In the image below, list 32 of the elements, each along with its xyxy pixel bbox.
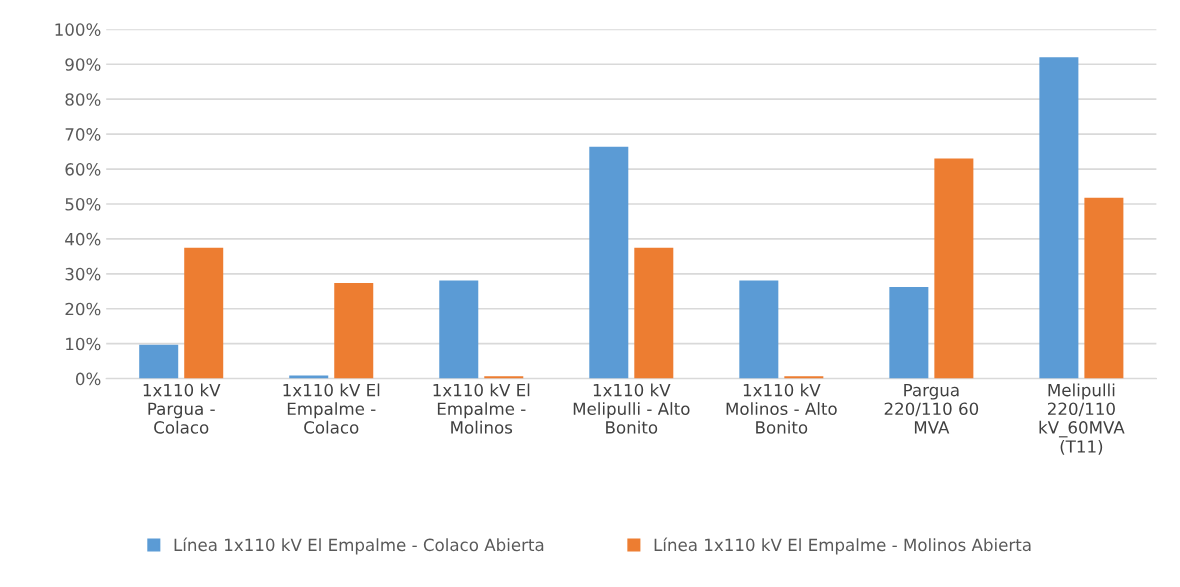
x-tick-label: 1x110 kV Pargua - Colaco bbox=[143, 383, 221, 434]
bar bbox=[739, 280, 779, 379]
bar bbox=[439, 280, 479, 379]
bar bbox=[184, 247, 224, 379]
y-tick-label: 10% bbox=[66, 337, 101, 351]
x-tick-label: 1x110 kV Melipulli - Alto Bonito bbox=[573, 383, 690, 434]
bar bbox=[334, 282, 374, 379]
bar bbox=[139, 344, 179, 379]
bar bbox=[634, 247, 674, 379]
bar bbox=[589, 146, 629, 379]
x-tick-label: Melipulli 220/110 kV_60MVA (T11) bbox=[1039, 383, 1125, 455]
bar bbox=[1039, 57, 1079, 379]
y-tick-label: 80% bbox=[65, 93, 101, 106]
y-tick-label: 100% bbox=[55, 23, 101, 36]
bar bbox=[289, 375, 329, 379]
y-tick-label: 30% bbox=[65, 267, 101, 281]
y-tick-label: 60% bbox=[65, 163, 101, 176]
bar bbox=[889, 287, 929, 379]
legend-label: Línea 1x110 kV El Empalme - Colaco Abierta bbox=[174, 537, 544, 555]
legend-label: Línea 1x110 kV El Empalme - Molinos Abierta bbox=[654, 537, 1031, 555]
y-tick-label: 0% bbox=[76, 372, 101, 386]
y-tick-label: 70% bbox=[65, 128, 101, 141]
x-tick-label: Pargua 220/110 60 MVA bbox=[884, 383, 979, 434]
x-tick-label: 1x110 kV Molinos - Alto Bonito bbox=[726, 383, 837, 434]
bar bbox=[1084, 197, 1124, 379]
y-tick-label: 50% bbox=[65, 197, 101, 211]
y-tick-label: 20% bbox=[65, 302, 101, 316]
y-tick-label: 90% bbox=[65, 58, 101, 71]
x-tick-label: 1x110 kV El Empalme - Molinos bbox=[433, 383, 530, 434]
bar bbox=[934, 158, 974, 379]
x-tick-label: 1x110 kV El Empalme - Colaco bbox=[283, 383, 380, 434]
y-tick-label: 40% bbox=[65, 232, 101, 246]
